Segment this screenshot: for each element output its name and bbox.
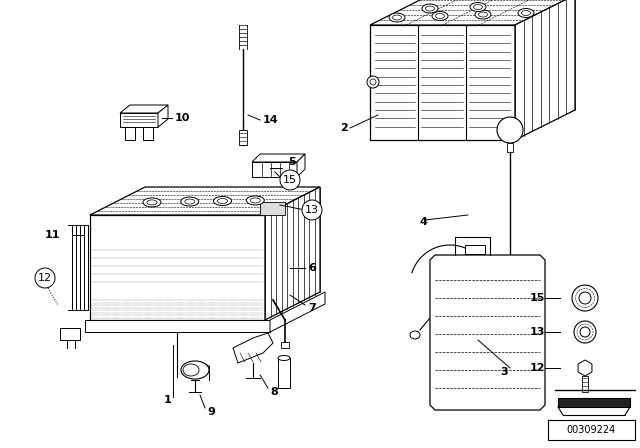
Ellipse shape: [422, 4, 438, 13]
Polygon shape: [143, 127, 153, 140]
Text: 12: 12: [529, 363, 545, 373]
Polygon shape: [120, 113, 158, 127]
Text: 14: 14: [263, 115, 278, 125]
Polygon shape: [430, 255, 545, 410]
Polygon shape: [370, 25, 515, 140]
Circle shape: [579, 292, 591, 304]
Circle shape: [302, 200, 322, 220]
Ellipse shape: [181, 361, 209, 379]
Circle shape: [580, 327, 590, 337]
Polygon shape: [158, 105, 168, 127]
Circle shape: [280, 170, 300, 190]
Polygon shape: [515, 0, 575, 140]
Polygon shape: [297, 154, 305, 177]
Ellipse shape: [278, 356, 290, 361]
Ellipse shape: [432, 12, 448, 21]
Ellipse shape: [410, 331, 420, 339]
Ellipse shape: [214, 197, 232, 206]
Ellipse shape: [370, 79, 376, 85]
Circle shape: [497, 117, 523, 143]
Ellipse shape: [185, 199, 195, 204]
Polygon shape: [548, 420, 635, 440]
Circle shape: [574, 321, 596, 343]
Polygon shape: [265, 187, 320, 320]
Text: 3: 3: [500, 367, 508, 377]
Ellipse shape: [475, 10, 491, 19]
Text: 1: 1: [164, 395, 172, 405]
Text: 15: 15: [530, 293, 545, 303]
Ellipse shape: [367, 76, 379, 88]
Ellipse shape: [392, 15, 401, 20]
Text: 15: 15: [283, 175, 297, 185]
Text: 11: 11: [45, 230, 60, 240]
Polygon shape: [270, 292, 325, 332]
Polygon shape: [507, 143, 513, 152]
Polygon shape: [252, 162, 297, 177]
Circle shape: [35, 268, 55, 288]
Polygon shape: [582, 376, 588, 392]
Text: 10: 10: [175, 113, 190, 123]
Ellipse shape: [246, 196, 264, 205]
Ellipse shape: [183, 364, 199, 376]
Polygon shape: [558, 398, 630, 407]
Ellipse shape: [474, 4, 483, 9]
Ellipse shape: [143, 198, 161, 207]
Ellipse shape: [470, 3, 486, 12]
Text: 13: 13: [305, 205, 319, 215]
Ellipse shape: [389, 13, 405, 22]
Circle shape: [572, 285, 598, 311]
Ellipse shape: [426, 6, 435, 11]
Text: 9: 9: [207, 407, 215, 417]
Ellipse shape: [180, 197, 199, 206]
Polygon shape: [370, 0, 575, 25]
Polygon shape: [125, 127, 135, 140]
Ellipse shape: [218, 198, 227, 203]
Polygon shape: [233, 333, 273, 363]
Text: 2: 2: [340, 123, 348, 133]
Text: 8: 8: [270, 387, 278, 397]
Polygon shape: [60, 328, 80, 340]
Polygon shape: [252, 154, 305, 162]
Text: 6: 6: [308, 263, 316, 273]
Ellipse shape: [147, 200, 157, 205]
Ellipse shape: [250, 198, 260, 203]
Ellipse shape: [522, 10, 531, 16]
Polygon shape: [90, 215, 265, 320]
Polygon shape: [465, 245, 485, 254]
Polygon shape: [120, 105, 168, 113]
Ellipse shape: [479, 12, 488, 17]
Ellipse shape: [518, 9, 534, 17]
Ellipse shape: [435, 13, 445, 18]
Polygon shape: [260, 202, 285, 215]
Polygon shape: [85, 320, 270, 332]
Polygon shape: [239, 130, 247, 145]
Polygon shape: [90, 187, 320, 215]
Text: 12: 12: [38, 273, 52, 283]
Text: 13: 13: [530, 327, 545, 337]
Polygon shape: [278, 358, 290, 388]
Text: 4: 4: [420, 217, 428, 227]
Text: 00309224: 00309224: [566, 425, 616, 435]
Text: 5: 5: [288, 157, 296, 167]
Polygon shape: [578, 360, 592, 376]
Polygon shape: [281, 342, 289, 348]
Text: 7: 7: [308, 303, 316, 313]
